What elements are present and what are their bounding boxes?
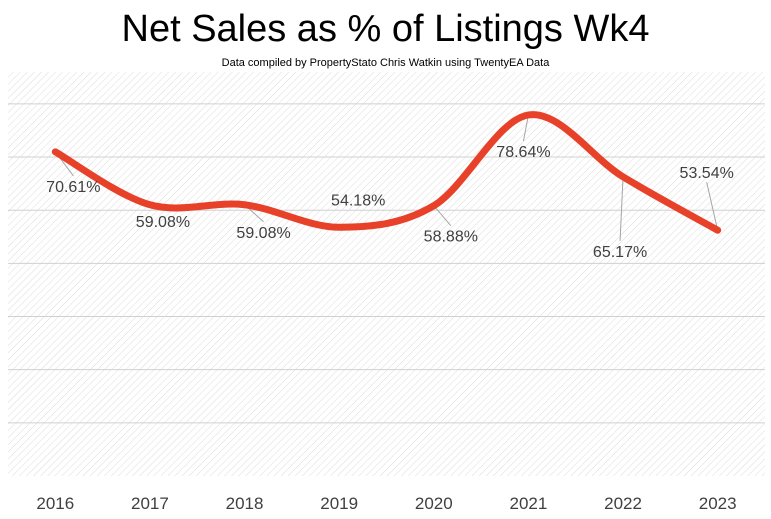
data-label: 65.17% [593, 244, 647, 261]
x-tick-label: 2016 [36, 494, 74, 513]
data-label: 59.08% [236, 225, 290, 242]
x-tick-label: 2017 [131, 494, 169, 513]
series-line [51, 111, 722, 234]
plot-area [8, 72, 765, 476]
data-label: 59.08% [136, 214, 190, 231]
data-label: 58.88% [424, 229, 478, 246]
data-labels: 70.61% 59.08% 59.08% 54.18% 58.88% 78.64% 65.1… [46, 144, 734, 261]
leader-line [619, 176, 624, 241]
chart-title: Net Sales as % of Listings Wk4 [121, 8, 650, 50]
x-axis-ticks: 2016 2017 2018 2019 2020 2021 2022 2023 [36, 494, 736, 513]
data-label: 70.61% [46, 179, 100, 196]
x-tick-label: 2018 [226, 494, 264, 513]
leader-line [706, 182, 719, 231]
chart-subtitle: Data compiled by PropertyStato Chris Wat… [221, 57, 550, 69]
data-label: 54.18% [331, 192, 385, 209]
data-label: 78.64% [496, 144, 550, 161]
data-label: 53.54% [680, 165, 734, 182]
leader-line [522, 114, 529, 142]
x-tick-label: 2021 [510, 494, 548, 513]
x-tick-label: 2020 [415, 494, 453, 513]
x-tick-label: 2022 [604, 494, 642, 513]
x-tick-label: 2019 [320, 494, 358, 513]
gridlines [8, 103, 765, 424]
leader-line [433, 205, 452, 227]
x-tick-label: 2023 [699, 494, 737, 513]
